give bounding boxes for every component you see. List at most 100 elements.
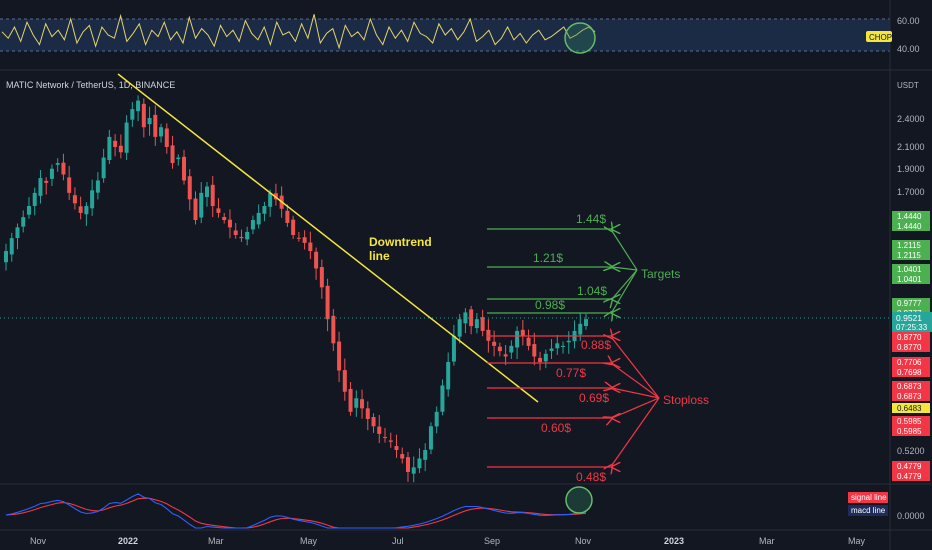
macd-highlight-circle: [565, 486, 593, 514]
signal-line: [5, 497, 587, 529]
candle-body: [204, 186, 209, 198]
macd-tick-zero: 0.0000: [897, 511, 925, 521]
candle-body: [474, 319, 479, 329]
stoploss-label: Stoploss: [663, 393, 709, 407]
candle-body: [233, 230, 238, 236]
price-label: 1.4440: [897, 222, 922, 231]
time-label-sep-2022: Sep: [484, 536, 500, 546]
candle-body: [216, 208, 221, 213]
macd-line-legend: macd line: [851, 506, 886, 515]
price-tick-2-10: 2.1000: [897, 142, 925, 152]
price-label-box: [892, 416, 930, 426]
price-label-box: [892, 461, 930, 471]
candle-body: [566, 340, 571, 343]
candle-body: [520, 329, 525, 336]
candle-body: [61, 162, 66, 175]
target-label-1-44: 1.44$: [576, 212, 606, 226]
candle-body: [32, 192, 37, 207]
targets-label: Targets: [641, 267, 680, 281]
macd-line-legend-box: [848, 505, 888, 516]
candle-body: [164, 128, 169, 147]
price-label: 0.5985: [897, 417, 922, 426]
stoploss-levels: 0.88$ 0.77$ 0.69$ 0.60$ 0.48$ Stoploss: [487, 336, 709, 484]
price-label-box: [892, 250, 930, 260]
candle-body: [107, 136, 112, 160]
candle-body: [262, 206, 267, 214]
candle-body: [377, 426, 382, 434]
candle-body: [72, 195, 77, 204]
candle-body: [486, 329, 491, 341]
candle-body: [302, 237, 307, 243]
candle-body: [141, 103, 146, 128]
price-label: 1.2115: [897, 251, 921, 260]
price-label-box: [892, 367, 930, 377]
price-label: 0.6873: [897, 382, 922, 391]
price-tick-0-52: 0.5200: [897, 446, 925, 456]
price-label: 0.7698: [897, 368, 922, 377]
time-label-2022: 2022: [118, 536, 138, 546]
price-label-box: [892, 342, 930, 352]
current-price-box: [892, 312, 932, 332]
downtrend-label-2: line: [369, 249, 390, 263]
candle-body: [78, 206, 83, 213]
price-label: 0.8770: [897, 333, 922, 342]
candle-body: [9, 238, 14, 255]
candlestick-series: [4, 95, 588, 483]
candle-body: [4, 251, 8, 263]
candle-body: [95, 180, 100, 193]
candle-body: [360, 399, 365, 409]
price-label-box: [892, 357, 930, 367]
candle-body: [159, 127, 164, 137]
candle-body: [113, 140, 118, 147]
chop-line: [1, 13, 596, 50]
candle-body: [509, 345, 514, 353]
stop-pointer-1: [612, 338, 660, 399]
stop-label-0-60: 0.60$: [541, 421, 571, 435]
candle-body: [55, 163, 60, 165]
time-label-jul-2022: Jul: [392, 536, 404, 546]
candle-body: [21, 217, 26, 227]
price-label-box: [892, 298, 930, 308]
candle-body: [124, 122, 129, 153]
time-axis: Nov 2022 Mar May Jul Sep Nov 2023 Mar Ma…: [30, 536, 866, 546]
candle-body: [394, 446, 399, 450]
time-label-may-2023: May: [848, 536, 866, 546]
chop-indicator: [1, 13, 596, 50]
candle-body: [256, 212, 261, 225]
price-label: 0.9777: [897, 299, 922, 308]
time-label-may-2022: May: [300, 536, 318, 546]
candle-body: [38, 178, 43, 196]
candle-body: [515, 330, 520, 348]
price-label-box: [892, 426, 930, 436]
candle-body: [463, 312, 468, 324]
candle-body: [147, 118, 152, 125]
candle-body: [44, 180, 49, 183]
time-label-nov-2021: Nov: [30, 536, 47, 546]
candle-body: [388, 440, 393, 442]
candle-body: [101, 157, 106, 179]
target-pointer-2: [612, 267, 638, 270]
candle-body: [331, 315, 336, 344]
candle-body: [176, 157, 181, 160]
stop-label-0-69: 0.69$: [579, 391, 609, 405]
candle-body: [308, 242, 313, 252]
candle-body: [136, 100, 141, 112]
candle-body: [296, 237, 301, 239]
stop-pointer-4: [612, 397, 660, 418]
current-price-countdown: 07:25:33: [896, 323, 928, 332]
candle-body: [118, 145, 123, 153]
candle-body: [239, 236, 244, 239]
time-label-mar-2022: Mar: [208, 536, 224, 546]
candle-body: [503, 354, 508, 357]
price-label: 0.8770: [897, 343, 922, 352]
candle-body: [227, 219, 232, 228]
price-label: 1.2115: [897, 241, 921, 250]
price-tick-2-40: 2.4000: [897, 114, 925, 124]
candle-body: [480, 317, 485, 331]
candle-body: [245, 231, 250, 240]
candle-body: [153, 114, 158, 137]
target-label-1-04: 1.04$: [577, 284, 607, 298]
candle-body: [49, 168, 54, 179]
